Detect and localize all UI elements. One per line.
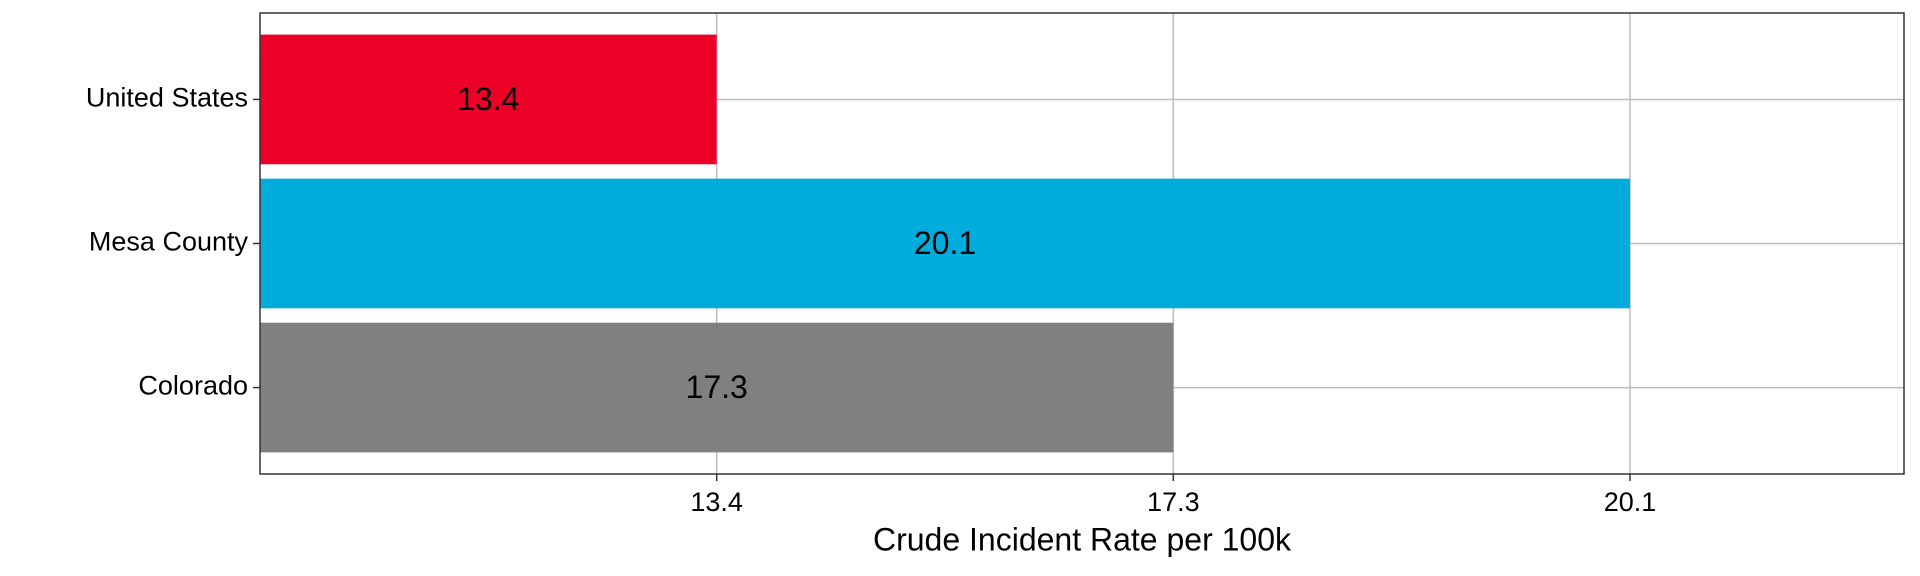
bar bbox=[260, 34, 717, 165]
x-axis-title: Crude Incident Rate per 100k bbox=[873, 521, 1292, 557]
y-tick-label: Mesa County bbox=[89, 227, 249, 257]
panel-border bbox=[259, 12, 1905, 475]
x-tick-label: 13.4 bbox=[690, 487, 743, 517]
y-tick-label: Colorado bbox=[138, 371, 248, 401]
bar-value-label: 20.1 bbox=[914, 225, 976, 261]
bar bbox=[260, 178, 1630, 309]
bar-value-label: 13.4 bbox=[457, 81, 519, 117]
bar-value-label: 17.3 bbox=[686, 369, 748, 405]
x-tick-label: 20.1 bbox=[1604, 487, 1657, 517]
y-tick-label: United States bbox=[86, 83, 248, 113]
x-tick-label: 17.3 bbox=[1147, 487, 1200, 517]
bar bbox=[260, 322, 1174, 453]
